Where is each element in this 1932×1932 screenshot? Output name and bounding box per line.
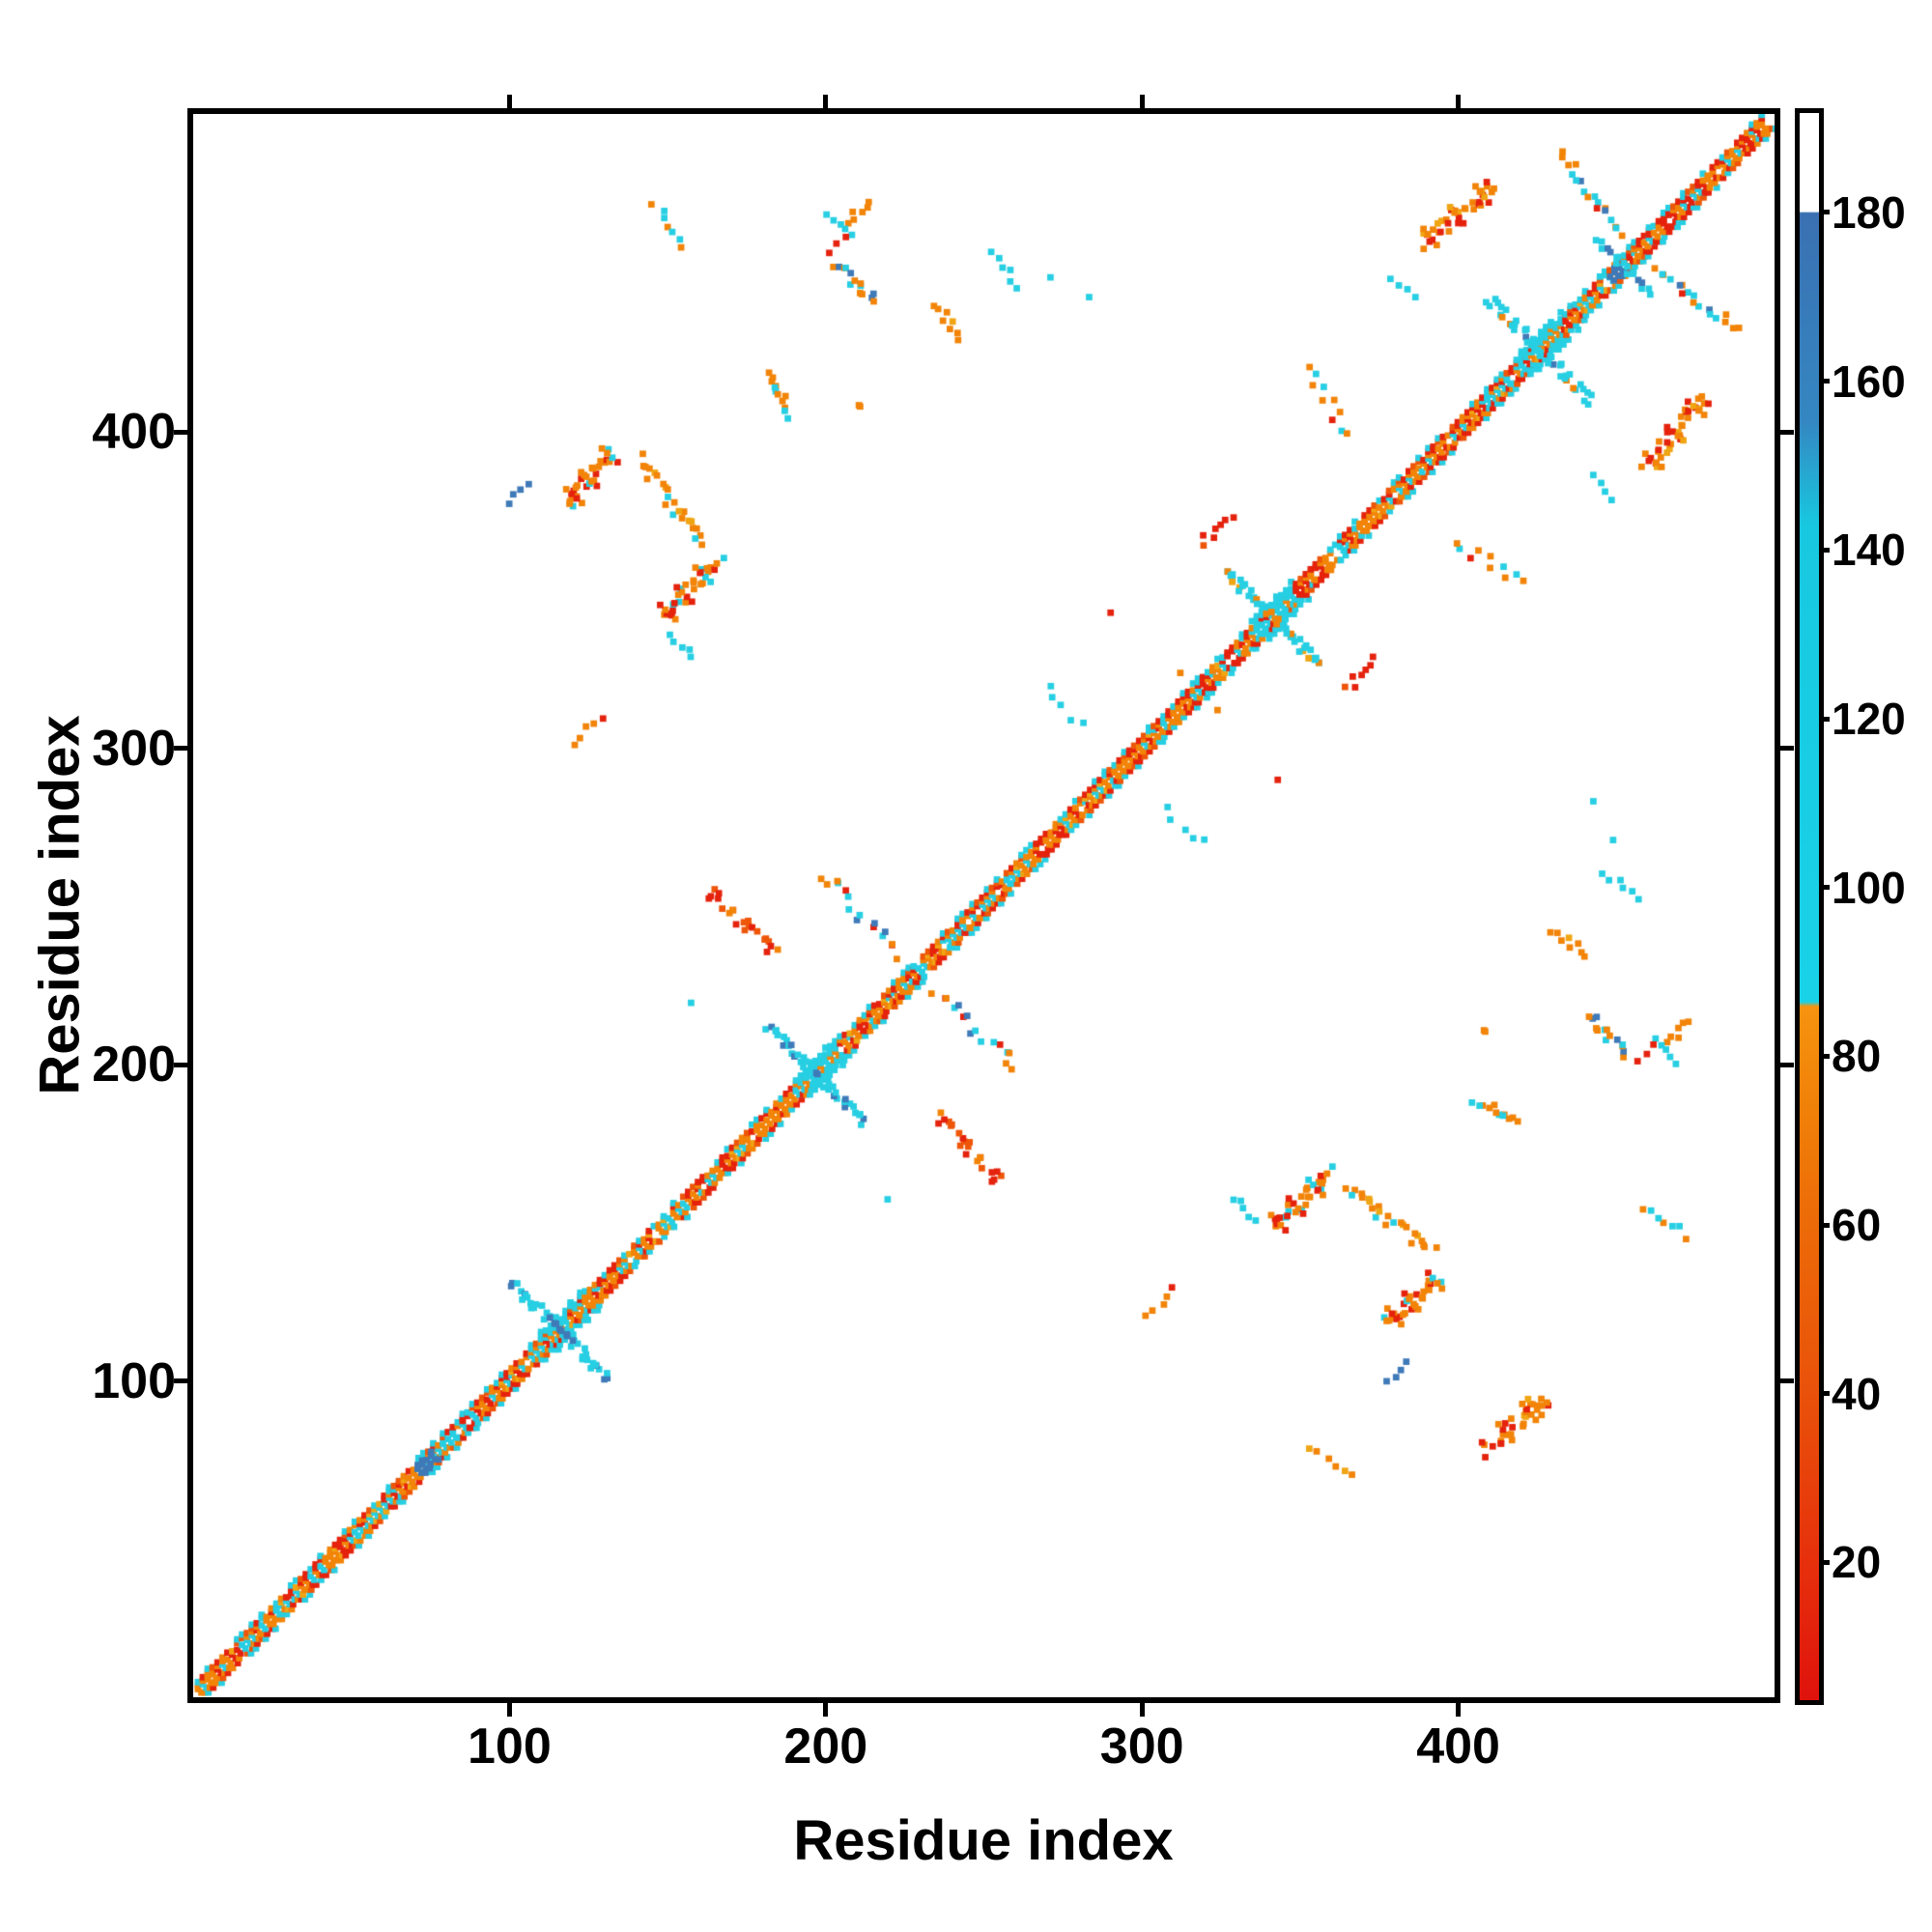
y-tick-label: 200 [92, 1037, 176, 1094]
colorbar-tick-label: 40 [1832, 1368, 1882, 1419]
y-tick-label: 400 [92, 404, 176, 461]
x-tick-label: 400 [1416, 1719, 1500, 1775]
colorbar-tick-label: 120 [1832, 694, 1906, 745]
contact-map-canvas [193, 114, 1775, 1697]
x-tick-label: 200 [783, 1719, 868, 1775]
x-axis-label: Residue index [793, 1809, 1174, 1872]
y-axis-label: Residue index [28, 715, 92, 1095]
y-tick-label: 100 [92, 1352, 176, 1409]
colorbar-tick-label: 180 [1832, 186, 1906, 238]
x-tick-label: 300 [1099, 1719, 1184, 1775]
colorbar-tick-label: 20 [1832, 1537, 1882, 1588]
colorbar-tick-label: 140 [1832, 525, 1906, 576]
colorbar-tick-label: 100 [1832, 862, 1906, 913]
colorbar-tick-label: 80 [1832, 1031, 1882, 1082]
colorbar [1795, 108, 1824, 1705]
colorbar-tick-label: 160 [1832, 355, 1906, 407]
colorbar-tick-label: 60 [1832, 1200, 1882, 1251]
y-tick-label: 300 [92, 720, 176, 777]
x-tick-label: 100 [468, 1719, 552, 1775]
